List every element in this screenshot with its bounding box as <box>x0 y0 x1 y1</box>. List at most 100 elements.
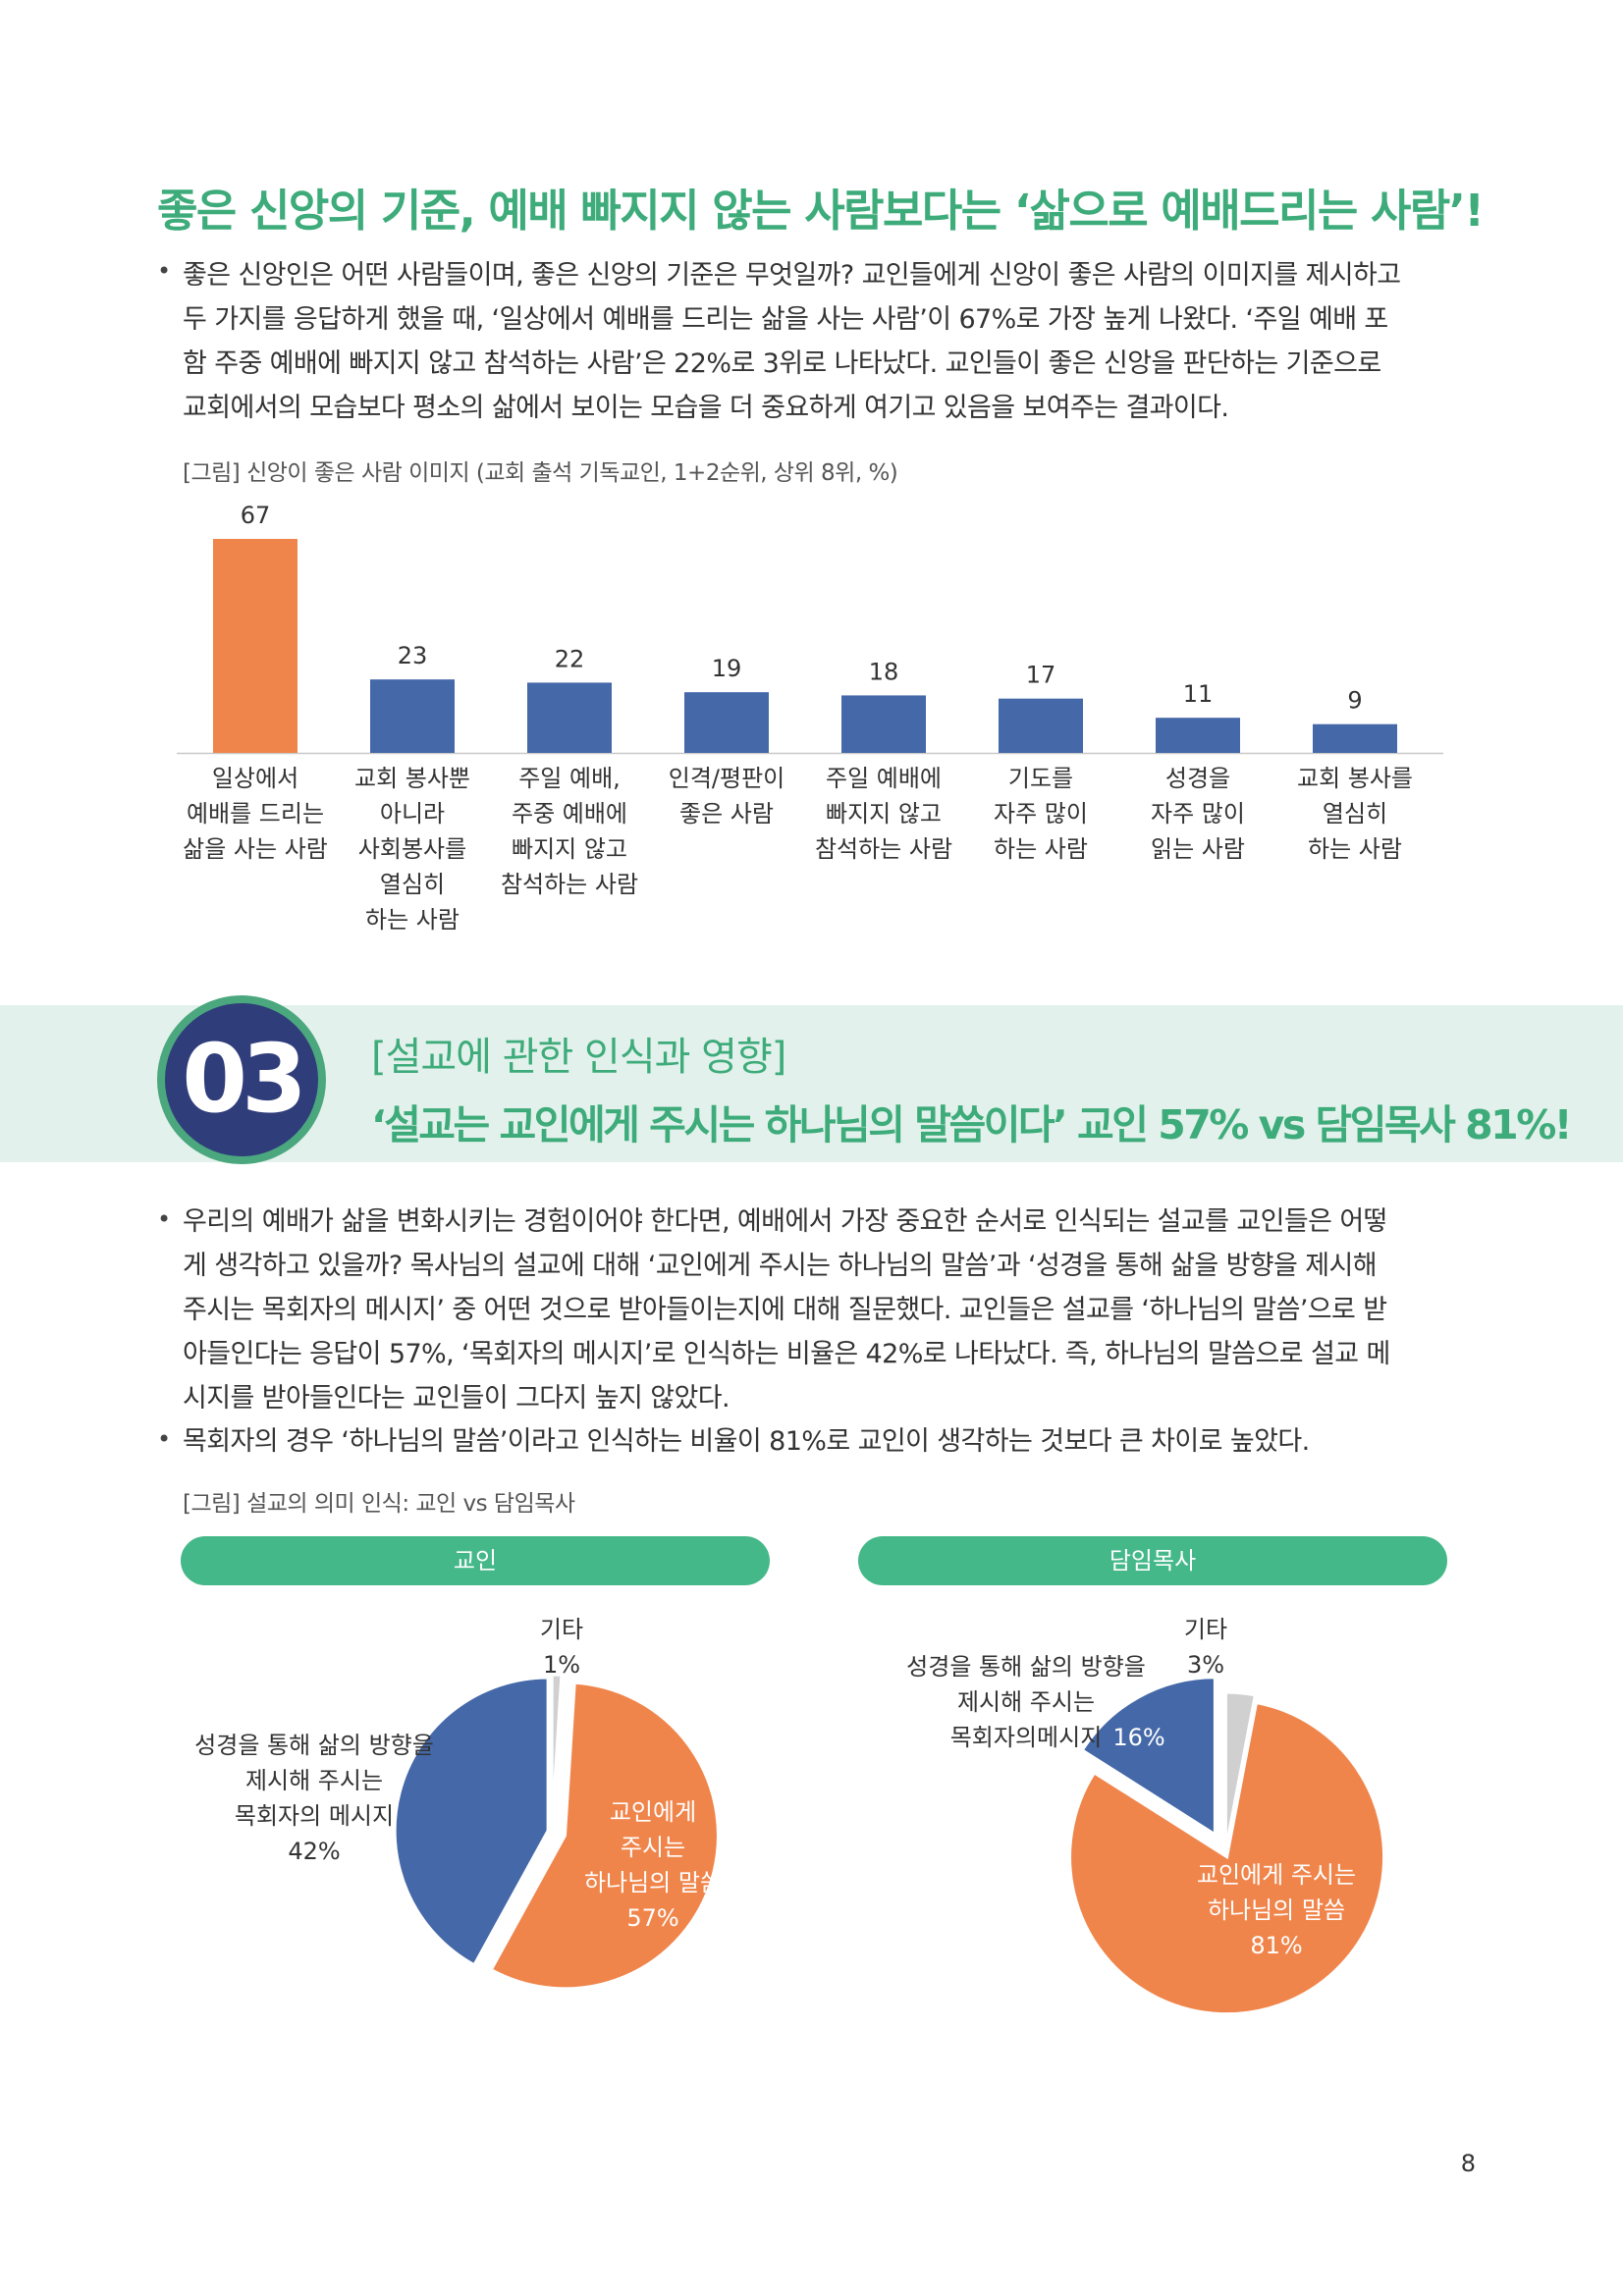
bar-value-label: 22 <box>555 645 585 672</box>
slice-label: 기타 <box>1183 1616 1228 1643</box>
category-label: 주중 예배에 <box>512 800 627 828</box>
paragraph-line: 아들인다는 응답이 57%, ‘목회자의 메시지’로 인식하는 비율은 42%로… <box>183 1339 1390 1369</box>
intro-line: 좋은 신앙인은 어떤 사람들이며, 좋은 신앙의 기준은 무엇일까? 교인들에게… <box>183 260 1401 291</box>
bar-value-label: 18 <box>869 658 899 685</box>
bar <box>999 698 1083 753</box>
bullet-marker: • <box>157 1425 172 1453</box>
bar-value-label: 9 <box>1347 687 1362 715</box>
bar-value-label: 67 <box>241 502 271 529</box>
bar-value-label: 19 <box>712 655 742 682</box>
slice-label: 주시는 <box>620 1834 686 1861</box>
bar-chart: 67 일상에서 예배를 드리는 삶을 사는 사람 23 교회 봉사뿐 아니라 사회봉사를 열심히… <box>177 491 1453 952</box>
bar <box>1156 718 1240 753</box>
paragraph-line: 목회자의 경우 ‘하나님의 말씀’이라고 인식하는 비율이 81%로 교인이 생… <box>183 1426 1310 1457</box>
bar <box>213 539 298 753</box>
paragraph-line: 우리의 예배가 삶을 변화시키는 경험이어야 한다면, 예배에서 가장 중요한 … <box>183 1206 1387 1237</box>
slice-label: 성경을 통해 삶의 방향을 <box>194 1732 434 1759</box>
category-label: 열심히 <box>380 871 445 898</box>
bar <box>684 692 769 753</box>
slice-label: 성경을 통해 삶의 방향을 <box>906 1653 1146 1681</box>
slice-label: 하나님의 말씀 <box>583 1869 723 1896</box>
category-label: 기도를 <box>1008 765 1073 792</box>
slice-label: 교인에게 주시는 <box>1196 1861 1357 1889</box>
category-label: 자주 많이 <box>1151 800 1245 828</box>
bar-value-label: 11 <box>1183 680 1214 708</box>
paragraph-line: 시지를 받아들인다는 교인들이 그다지 높지 않았다. <box>183 1383 730 1414</box>
pie1-slice <box>550 1673 564 1829</box>
bar <box>370 679 455 753</box>
slice-value: 81% <box>1250 1932 1303 1959</box>
pie1-slice <box>489 1681 720 1991</box>
section-paragraph-1: 우리의 예배가 삶을 변화시키는 경험이어야 한다면, 예배에서 가장 중요한 … <box>183 1200 1479 1420</box>
slice-value: 57% <box>626 1904 679 1932</box>
figure2-caption: [그림] 설교의 의미 인식: 교인 vs 담임목사 <box>183 1491 575 1517</box>
page-number: 8 <box>1460 2150 1476 2177</box>
pie-title-members: 교인 <box>181 1536 770 1585</box>
bar-value-label: 17 <box>1026 662 1056 689</box>
intro-line: 교회에서의 모습보다 평소의 삶에서 보이는 모습을 더 중요하게 여기고 있음… <box>183 393 1229 423</box>
category-label: 하는 사람 <box>994 835 1088 863</box>
category-label: 하는 사람 <box>1308 835 1402 863</box>
pie-title-pastors: 담임목사 <box>858 1536 1447 1585</box>
category-label: 교회 봉사뿐 <box>354 765 470 792</box>
slice-label: 교인에게 <box>609 1798 697 1826</box>
pie2-slice <box>1223 1690 1258 1850</box>
slice-label: 제시해 주시는 <box>956 1688 1096 1716</box>
pie1-pastor-message-label: 성경을 통해 삶의 방향을 제시해 주시는 목회자의 메시지 42% <box>167 1728 461 1869</box>
section-paragraph-2: 목회자의 경우 ‘하나님의 말씀’이라고 인식하는 비율이 81%로 교인이 생… <box>183 1419 1479 1464</box>
pie2-other-label: 기타 3% <box>1147 1612 1265 1682</box>
bullet-marker: • <box>157 257 172 285</box>
slice-label: 제시해 주시는 <box>244 1767 384 1794</box>
intro-paragraph: 좋은 신앙인은 어떤 사람들이며, 좋은 신앙의 기준은 무엇일까? 교인들에게… <box>183 253 1479 430</box>
pie1-slice <box>393 1676 550 1967</box>
intro-line: 함 주중 예배에 빠지지 않고 참석하는 사람’은 22%로 3위로 나타났다.… <box>183 348 1381 379</box>
category-label: 일상에서 <box>212 765 298 792</box>
category-label: 빠지지 않고 <box>826 800 942 828</box>
section-number-badge: 03 <box>157 995 326 1164</box>
category-label: 읽는 사람 <box>1151 835 1245 863</box>
category-label: 성경을 <box>1165 765 1230 792</box>
category-label: 하는 사람 <box>365 906 460 934</box>
category-label: 주일 예배에 <box>826 765 942 792</box>
category-label: 열심히 <box>1323 800 1387 828</box>
category-label: 빠지지 않고 <box>512 835 627 863</box>
section-subtitle: [설교에 관한 인식과 영향] <box>371 1035 786 1080</box>
pie1-word-of-god-label: 교인에게 주시는 하나님의 말씀 57% <box>565 1794 741 1936</box>
paragraph-line: 주시는 목회자의 메시지’ 중 어떤 것으로 받아들이는지에 대해 질문했다. … <box>183 1295 1387 1325</box>
slice-label: 목회자의 메시지 <box>234 1802 395 1830</box>
category-label: 아니라 <box>380 800 445 828</box>
bar-value-label: 23 <box>398 642 428 669</box>
figure1-caption: [그림] 신앙이 좋은 사람 이미지 (교회 출석 기독교인, 1+2순위, 상… <box>183 460 898 486</box>
category-label: 사회봉사를 <box>358 835 466 863</box>
slice-label: 하나님의 말씀 <box>1207 1896 1346 1924</box>
category-label: 자주 많이 <box>994 800 1088 828</box>
bar <box>1313 723 1397 753</box>
category-label: 참석하는 사람 <box>815 835 952 863</box>
slice-value: 3% <box>1186 1651 1225 1679</box>
category-label: 삶을 사는 사람 <box>183 835 328 863</box>
pie2-slice <box>1080 1676 1217 1838</box>
paragraph-line: 게 생각하고 있을까? 목사님의 설교에 대해 ‘교인에게 주시는 하나님의 말… <box>183 1251 1378 1281</box>
bullet-marker: • <box>157 1205 172 1233</box>
category-label: 예배를 드리는 <box>187 800 324 828</box>
section-title: ‘설교는 교인에게 주시는 하나님의 말씀이다’ 교인 57% vs 담임목사 … <box>371 1101 1573 1148</box>
pie2-pastor-message-value: 16% <box>1112 1724 1165 1751</box>
slice-value: 1% <box>542 1651 581 1679</box>
pie1-other-label: 기타 1% <box>503 1612 621 1682</box>
bar <box>527 682 612 753</box>
category-label: 인격/평판이 <box>669 765 785 792</box>
page-heading: 좋은 신앙의 기준, 예배 빠지지 않는 사람보다는 ‘삶으로 예배드리는 사람… <box>157 185 1485 237</box>
intro-line: 두 가지를 응답하게 했을 때, ‘일상에서 예배를 드리는 삶을 사는 사람’… <box>183 304 1388 335</box>
pie2-word-of-god-label: 교인에게 주시는 하나님의 말씀 81% <box>1168 1857 1384 1963</box>
category-label: 좋은 사람 <box>679 800 774 828</box>
category-label: 참석하는 사람 <box>501 871 638 898</box>
slice-label: 기타 <box>539 1616 584 1643</box>
pie2-slice <box>1068 1700 1386 2016</box>
pie2-pastor-message-label: 성경을 통해 삶의 방향을 제시해 주시는 목회자의메시지 <box>879 1649 1173 1755</box>
bar <box>841 695 926 753</box>
category-label: 주일 예배, <box>518 765 621 792</box>
category-label: 교회 봉사를 <box>1297 765 1413 792</box>
slice-label: 목회자의메시지 <box>949 1724 1103 1751</box>
